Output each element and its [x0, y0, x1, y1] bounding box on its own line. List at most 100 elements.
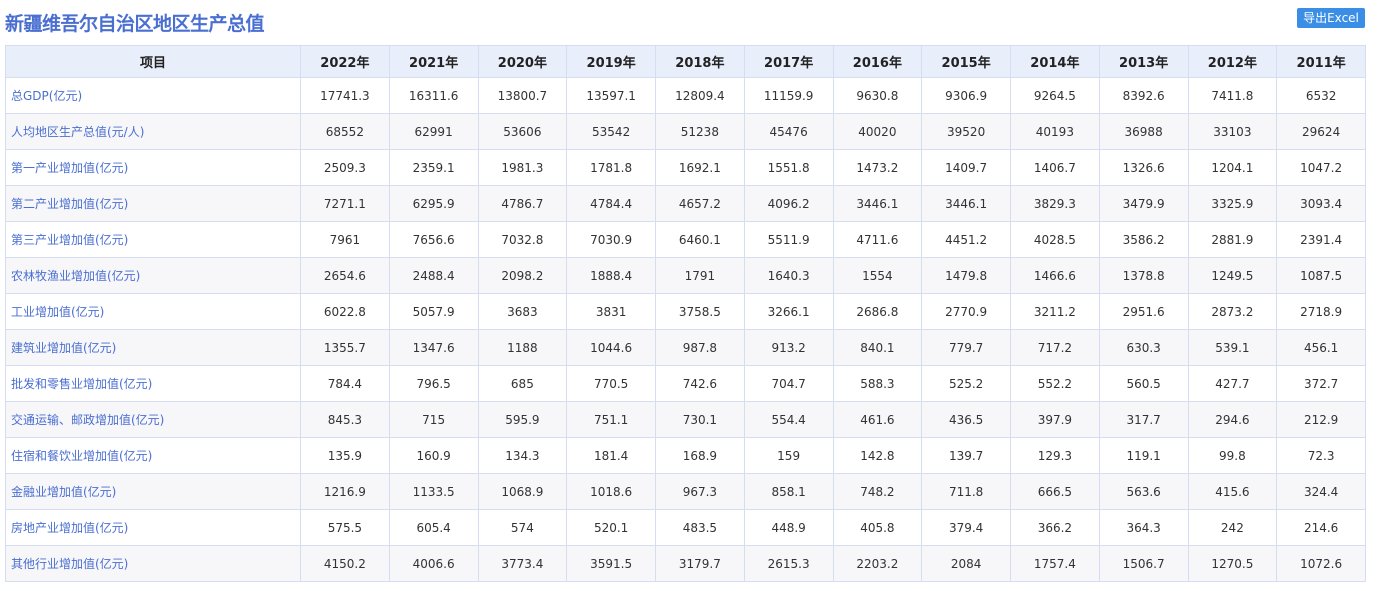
table-row: 农林牧渔业增加值(亿元) 2654.6 2488.4 2098.2 1888.4 1791…: [5, 257, 1366, 294]
table-cell: 3179.7: [655, 545, 745, 582]
table-cell: 397.9: [1010, 401, 1100, 438]
row-label[interactable]: 金融业增加值(亿元): [5, 473, 301, 510]
column-header-year: 2020年: [477, 45, 568, 78]
table-cell: 796.5: [388, 365, 479, 402]
table-cell: 1249.5: [1187, 257, 1278, 294]
table-body: 总GDP(亿元) 17741.3 16311.6 13800.7 13597.1 1280…: [5, 77, 1366, 582]
table-cell: 17741.3: [300, 77, 390, 114]
table-cell: 913.2: [743, 329, 834, 366]
table-cell: 554.4: [743, 401, 834, 438]
table-cell: 1216.9: [300, 473, 390, 510]
table-cell: 372.7: [1276, 365, 1366, 402]
row-label[interactable]: 房地产业增加值(亿元): [5, 509, 301, 546]
table-cell: 840.1: [832, 329, 923, 366]
row-label[interactable]: 第三产业增加值(亿元): [5, 221, 301, 258]
table-cell: 324.4: [1276, 473, 1366, 510]
row-label[interactable]: 人均地区生产总值(元/人): [5, 113, 301, 150]
row-label[interactable]: 第二产业增加值(亿元): [5, 185, 301, 222]
table-cell: 1888.4: [566, 257, 656, 294]
row-label[interactable]: 总GDP(亿元): [5, 77, 301, 114]
table-cell: 563.6: [1098, 473, 1189, 510]
table-cell: 7271.1: [300, 185, 390, 222]
table-cell: 1757.4: [1010, 545, 1100, 582]
table-cell: 5511.9: [743, 221, 834, 258]
table-row: 交通运输、邮政增加值(亿元) 845.3 715 595.9 751.1 730.1 554…: [5, 401, 1366, 438]
table-cell: 3683: [477, 293, 568, 330]
table-cell: 539.1: [1187, 329, 1278, 366]
table-header: 项目 2022年 2021年 2020年 2019年 2018年 2017年 2016年 201…: [5, 45, 1366, 78]
table-cell: 3325.9: [1187, 185, 1278, 222]
export-excel-button[interactable]: 导出Excel: [1297, 8, 1365, 28]
table-cell: 2359.1: [388, 149, 479, 186]
table-cell: 45476: [743, 113, 834, 150]
table-cell: 770.5: [566, 365, 656, 402]
table-cell: 99.8: [1187, 437, 1278, 474]
row-label[interactable]: 建筑业增加值(亿元): [5, 329, 301, 366]
table-cell: 1133.5: [388, 473, 479, 510]
table-cell: 3758.5: [655, 293, 745, 330]
table-cell: 2203.2: [832, 545, 923, 582]
table-cell: 2873.2: [1187, 293, 1278, 330]
table-cell: 1506.7: [1098, 545, 1189, 582]
table-cell: 7411.8: [1187, 77, 1278, 114]
table-cell: 5057.9: [388, 293, 479, 330]
table-cell: 2770.9: [921, 293, 1011, 330]
table-cell: 4150.2: [300, 545, 390, 582]
table-cell: 456.1: [1276, 329, 1366, 366]
table-cell: 2615.3: [743, 545, 834, 582]
table-cell: 4451.2: [921, 221, 1011, 258]
table-cell: 72.3: [1276, 437, 1366, 474]
table-row: 金融业增加值(亿元) 1216.9 1133.5 1068.9 1018.6 967.3 8…: [5, 473, 1366, 510]
column-header-year: 2014年: [1010, 45, 1100, 78]
table-cell: 4786.7: [477, 185, 568, 222]
table-cell: 135.9: [300, 437, 390, 474]
table-cell: 1479.8: [921, 257, 1011, 294]
table-cell: 1551.8: [743, 149, 834, 186]
table-cell: 1044.6: [566, 329, 656, 366]
table-cell: 2718.9: [1276, 293, 1366, 330]
table-cell: 3093.4: [1276, 185, 1366, 222]
table-cell: 2509.3: [300, 149, 390, 186]
table-cell: 588.3: [832, 365, 923, 402]
table-cell: 1473.2: [832, 149, 923, 186]
table-cell: 1270.5: [1187, 545, 1278, 582]
table-cell: 751.1: [566, 401, 656, 438]
table-cell: 2686.8: [832, 293, 923, 330]
table-cell: 2488.4: [388, 257, 479, 294]
row-label[interactable]: 批发和零售业增加值(亿元): [5, 365, 301, 402]
table-cell: 595.9: [477, 401, 568, 438]
row-label[interactable]: 农林牧渔业增加值(亿元): [5, 257, 301, 294]
table-cell: 7032.8: [477, 221, 568, 258]
table-row: 人均地区生产总值(元/人) 68552 62991 53606 53542 51238 45…: [5, 113, 1366, 150]
table-cell: 748.2: [832, 473, 923, 510]
table-cell: 4657.2: [655, 185, 745, 222]
table-cell: 134.3: [477, 437, 568, 474]
table-cell: 3446.1: [921, 185, 1011, 222]
table-cell: 1188: [477, 329, 568, 366]
page-title: 新疆维吾尔自治区地区生产总值: [5, 13, 265, 35]
row-label[interactable]: 住宿和餐饮业增加值(亿元): [5, 437, 301, 474]
table-cell: 9306.9: [921, 77, 1011, 114]
row-label[interactable]: 第一产业增加值(亿元): [5, 149, 301, 186]
column-header-year: 2013年: [1098, 45, 1189, 78]
table-cell: 1355.7: [300, 329, 390, 366]
table-cell: 159: [743, 437, 834, 474]
table-cell: 4028.5: [1010, 221, 1100, 258]
table-cell: 62991: [388, 113, 479, 150]
table-cell: 967.3: [655, 473, 745, 510]
table-cell: 1981.3: [477, 149, 568, 186]
table-cell: 605.4: [388, 509, 479, 546]
table-cell: 9630.8: [832, 77, 923, 114]
column-header-year: 2018年: [655, 45, 745, 78]
row-label[interactable]: 交通运输、邮政增加值(亿元): [5, 401, 301, 438]
table-cell: 427.7: [1187, 365, 1278, 402]
table-cell: 53542: [566, 113, 656, 150]
table-cell: 242: [1187, 509, 1278, 546]
row-label[interactable]: 工业增加值(亿元): [5, 293, 301, 330]
table-cell: 119.1: [1098, 437, 1189, 474]
table-cell: 845.3: [300, 401, 390, 438]
table-cell: 717.2: [1010, 329, 1100, 366]
table-cell: 1466.6: [1010, 257, 1100, 294]
row-label[interactable]: 其他行业增加值(亿元): [5, 545, 301, 582]
table-cell: 6295.9: [388, 185, 479, 222]
